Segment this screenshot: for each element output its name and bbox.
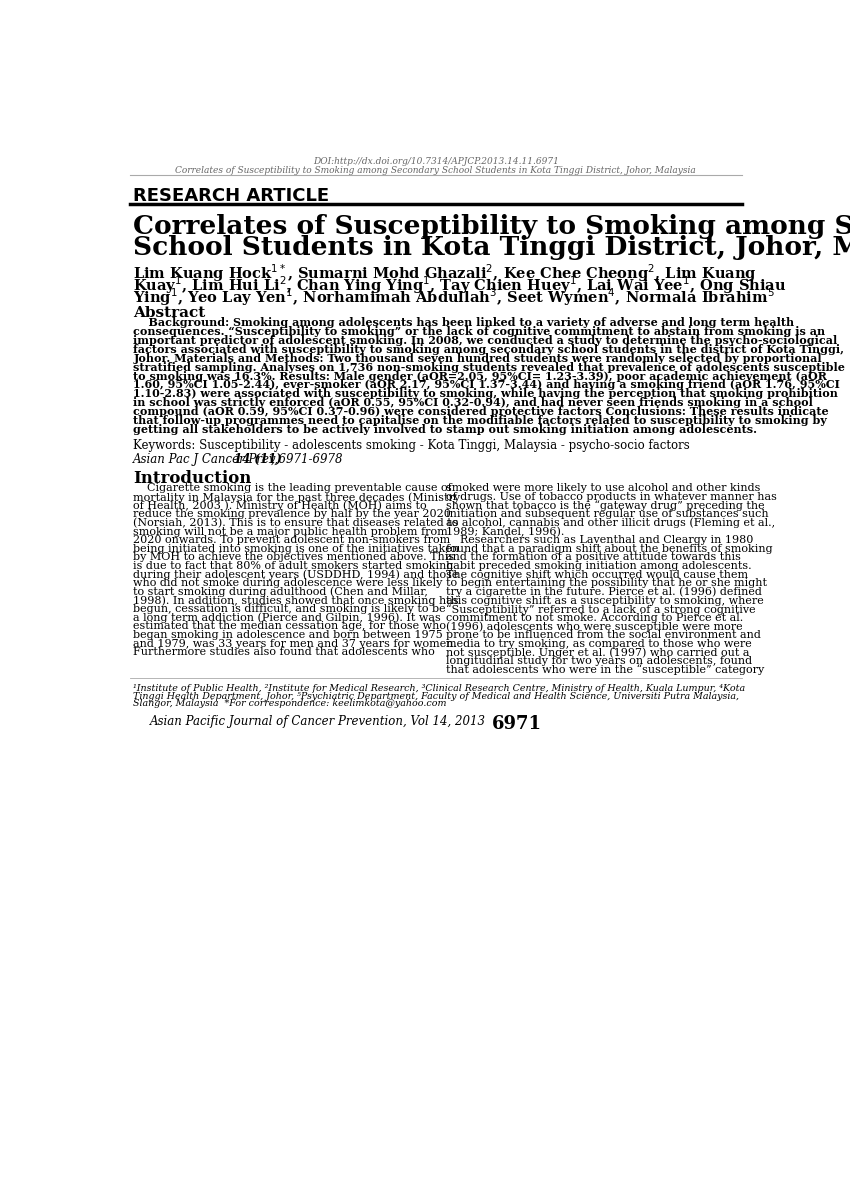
Text: Abstract: Abstract: [133, 307, 206, 320]
Text: Background: Smoking among adolescents has been linked to a variety of adverse an: Background: Smoking among adolescents ha…: [133, 317, 795, 328]
Text: Introduction: Introduction: [133, 470, 252, 487]
Text: important predictor of adolescent smoking. In 2008, we conducted a study to dete: important predictor of adolescent smokin…: [133, 335, 837, 346]
Text: estimated that the median cessation age, for those who: estimated that the median cessation age,…: [133, 621, 446, 631]
Text: that follow-up programmes need to capitalise on the modifiable factors related t: that follow-up programmes need to capita…: [133, 415, 827, 426]
Text: of Health, 2003 ). Ministry of Health (MOH) aims to: of Health, 2003 ). Ministry of Health (M…: [133, 501, 427, 511]
Text: this cognitive shift as a susceptibility to smoking, where: this cognitive shift as a susceptibility…: [445, 595, 763, 606]
Text: to start smoking during adulthood (Chen and Millar,: to start smoking during adulthood (Chen …: [133, 587, 428, 597]
Text: ¹Institute of Public Health, ²Institute for Medical Research, ³Clinical Research: ¹Institute of Public Health, ²Institute …: [133, 684, 745, 692]
Text: Keywords: Susceptibility - adolescents smoking - Kota Tinggi, Malaysia - psycho-: Keywords: Susceptibility - adolescents s…: [133, 439, 690, 452]
Text: Lim Kuang Hock$^{1*}$, Sumarni Mohd Ghazali$^{2}$, Kee Chee Cheong$^{2}$, Lim Ku: Lim Kuang Hock$^{1*}$, Sumarni Mohd Ghaz…: [133, 262, 757, 284]
Text: Researchers such as Laventhal and Cleargy in 1980: Researchers such as Laventhal and Clearg…: [445, 535, 753, 546]
Text: found that a paradigm shift about the benefits of smoking: found that a paradigm shift about the be…: [445, 543, 773, 554]
Text: Furthermore studies also found that adolescents who: Furthermore studies also found that adol…: [133, 648, 435, 657]
Text: DOI:http://dx.doi.org/10.7314/APJCP.2013.14.11.6971: DOI:http://dx.doi.org/10.7314/APJCP.2013…: [313, 156, 558, 166]
Text: Correlates of Susceptibility to Smoking among Secondary School Students in Kota : Correlates of Susceptibility to Smoking …: [175, 166, 696, 174]
Text: try a cigarette in the future. Pierce et al. (1996) defined: try a cigarette in the future. Pierce et…: [445, 587, 762, 597]
Text: 1998). In addition, studies showed that once smoking has: 1998). In addition, studies showed that …: [133, 595, 459, 606]
Text: not susceptible. Unger et al. (1997) who carried out a: not susceptible. Unger et al. (1997) who…: [445, 648, 749, 657]
Text: Ying$^{1}$, Yeo Lay Yen$^{1}$, Norhamimah Abdullah$^{3}$, Seet Wymen$^{4}$, Norm: Ying$^{1}$, Yeo Lay Yen$^{1}$, Norhamima…: [133, 287, 775, 309]
Text: in school was strictly enforced (aOR 0.55, 95%CI 0.32-0.94), and had never seen : in school was strictly enforced (aOR 0.5…: [133, 397, 813, 409]
Text: habit preceded smoking initiation among adolescents.: habit preceded smoking initiation among …: [445, 561, 751, 571]
Text: mortality in Malaysia for the past three decades (Ministry: mortality in Malaysia for the past three…: [133, 492, 461, 502]
Text: as alcohol, cannabis and other illicit drugs (Fleming et al.,: as alcohol, cannabis and other illicit d…: [445, 518, 775, 529]
Text: The cognitive shift which occurred would cause them: The cognitive shift which occurred would…: [445, 570, 748, 579]
Text: compound (aOR 0.59, 95%CI 0.37-0.96) were considered protective factors Conclusi: compound (aOR 0.59, 95%CI 0.37-0.96) wer…: [133, 406, 829, 417]
Text: smoked were more likely to use alcohol and other kinds: smoked were more likely to use alcohol a…: [445, 483, 760, 494]
Text: a long term addiction (Pierce and Gilpin, 1996). It was: a long term addiction (Pierce and Gilpin…: [133, 613, 441, 624]
Text: (1996) adolescents who were susceptible were more: (1996) adolescents who were susceptible …: [445, 621, 742, 632]
Text: Johor. Materials and Methods: Two thousand seven hundred students were randomly : Johor. Materials and Methods: Two thousa…: [133, 353, 822, 364]
Text: and the formation of a positive attitude towards this: and the formation of a positive attitude…: [445, 553, 740, 563]
Text: 1.10-2.83) were associated with susceptibility to smoking, while having the perc: 1.10-2.83) were associated with suscepti…: [133, 388, 838, 399]
Text: 6971: 6971: [492, 715, 542, 733]
Text: Tinggi Health Department, Johor, ⁵Psychiatric Department, Faculty of Medical and: Tinggi Health Department, Johor, ⁵Psychi…: [133, 691, 740, 701]
Text: getting all stakeholders to be actively involved to stamp out smoking initiation: getting all stakeholders to be actively …: [133, 424, 757, 435]
Text: media to try smoking, as compared to those who were: media to try smoking, as compared to tho…: [445, 638, 751, 649]
Text: and 1979, was 33 years for men and 37 years for women.: and 1979, was 33 years for men and 37 ye…: [133, 638, 457, 649]
Text: prone to be influenced from the social environment and: prone to be influenced from the social e…: [445, 630, 761, 639]
Text: 2020 onwards. To prevent adolescent non-smokers from: 2020 onwards. To prevent adolescent non-…: [133, 535, 450, 546]
Text: of drugs. Use of tobacco products in whatever manner has: of drugs. Use of tobacco products in wha…: [445, 492, 777, 502]
Text: Kuay$^{1}$, Lim Hui Li$^{2}$, Chan Ying Ying$^{1}$, Tay Chien Huey$^{1}$, Lai Wa: Kuay$^{1}$, Lim Hui Li$^{2}$, Chan Ying …: [133, 274, 787, 296]
Text: initiation and subsequent regular use of substances such: initiation and subsequent regular use of…: [445, 510, 768, 519]
Text: , 6971-6978: , 6971-6978: [271, 453, 343, 465]
Text: factors associated with susceptibility to smoking among secondary school student: factors associated with susceptibility t…: [133, 344, 844, 355]
Text: begun, cessation is difficult, and smoking is likely to be: begun, cessation is difficult, and smoki…: [133, 605, 446, 614]
Text: Asian Pacific Journal of Cancer Prevention, Vol 14, 2013: Asian Pacific Journal of Cancer Preventi…: [150, 715, 486, 727]
Text: to begin entertaining the possibility that he or she might: to begin entertaining the possibility th…: [445, 578, 767, 588]
Text: Slangor, Malaysia  *For correspondence: keelimkota@yahoo.com: Slangor, Malaysia *For correspondence: k…: [133, 700, 447, 708]
Text: School Students in Kota Tinggi District, Johor, Malaysia: School Students in Kota Tinggi District,…: [133, 236, 850, 260]
Text: (Norsiah, 2013). This is to ensure that diseases related to: (Norsiah, 2013). This is to ensure that …: [133, 518, 459, 528]
Text: longitudinal study for two years on adolescents, found: longitudinal study for two years on adol…: [445, 656, 751, 666]
Text: consequences. “Susceptibility to smoking” or the lack of cognitive commitment to: consequences. “Susceptibility to smoking…: [133, 327, 825, 338]
Text: is due to fact that 80% of adult smokers started smoking: is due to fact that 80% of adult smokers…: [133, 561, 454, 571]
Text: 14 (11): 14 (11): [234, 453, 281, 465]
Text: smoking will not be a major public health problem from: smoking will not be a major public healt…: [133, 526, 448, 536]
Text: Cigarette smoking is the leading preventable cause of: Cigarette smoking is the leading prevent…: [133, 483, 452, 494]
Text: to smoking was 16.3%. Results: Male gender (aOR=2.05, 95%CI= 1.23-3.39), poor ac: to smoking was 16.3%. Results: Male gend…: [133, 370, 827, 381]
Text: shown that tobacco is the “gateway drug” preceding the: shown that tobacco is the “gateway drug”…: [445, 501, 764, 512]
Text: during their adolescent years (USDDHD, 1994) and those: during their adolescent years (USDDHD, 1…: [133, 570, 459, 581]
Text: who did not smoke during adolescence were less likely: who did not smoke during adolescence wer…: [133, 578, 443, 588]
Text: by MOH to achieve the objectives mentioned above. This: by MOH to achieve the objectives mention…: [133, 553, 455, 563]
Text: being initiated into smoking is one of the initiatives taken: being initiated into smoking is one of t…: [133, 543, 460, 554]
Text: Asian Pac J Cancer Prev,: Asian Pac J Cancer Prev,: [133, 453, 283, 465]
Text: reduce the smoking prevalence by half by the year 2020: reduce the smoking prevalence by half by…: [133, 510, 451, 519]
Text: “Susceptibility” referred to a lack of a strong cognitive: “Susceptibility” referred to a lack of a…: [445, 605, 756, 615]
Text: stratified sampling. Analyses on 1,736 non-smoking students revealed that preval: stratified sampling. Analyses on 1,736 n…: [133, 362, 845, 373]
Text: that adolescents who were in the “susceptible” category: that adolescents who were in the “suscep…: [445, 665, 764, 676]
Text: Correlates of Susceptibility to Smoking among Secondary: Correlates of Susceptibility to Smoking …: [133, 214, 850, 238]
Text: commitment to not smoke. According to Pierce et al.: commitment to not smoke. According to Pi…: [445, 613, 743, 623]
Text: began smoking in adolescence and born between 1975: began smoking in adolescence and born be…: [133, 630, 443, 639]
Text: RESEARCH ARTICLE: RESEARCH ARTICLE: [133, 186, 330, 204]
Text: 1989; Kandel, 1996).: 1989; Kandel, 1996).: [445, 526, 564, 537]
Text: 1.60, 95%CI 1.05-2.44), ever-smoker (aOR 2.17, 95%CI 1.37-3.44) and having a smo: 1.60, 95%CI 1.05-2.44), ever-smoker (aOR…: [133, 380, 841, 391]
